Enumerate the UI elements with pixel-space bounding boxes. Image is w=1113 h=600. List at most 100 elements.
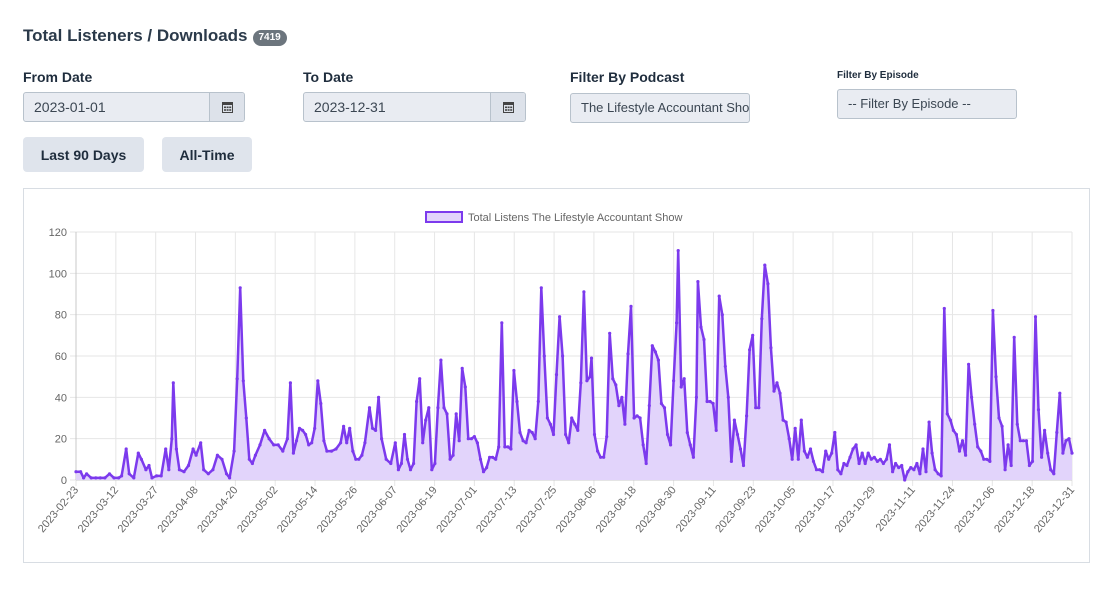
data-point <box>276 443 280 447</box>
data-point <box>561 354 565 358</box>
data-point <box>665 432 670 437</box>
data-point <box>1021 439 1025 443</box>
data-point <box>374 428 378 432</box>
data-point <box>136 451 140 455</box>
data-point <box>669 443 673 447</box>
data-point <box>82 476 86 480</box>
data-point <box>506 445 510 449</box>
data-point <box>796 457 800 461</box>
data-point <box>228 476 232 480</box>
data-point <box>927 420 931 424</box>
to-date-field[interactable]: 2023-12-31 <box>303 92 526 122</box>
data-point <box>509 447 513 451</box>
data-point <box>329 449 334 453</box>
x-tick-label: 2023-09-11 <box>674 484 719 534</box>
x-tick-label: 2023-11-11 <box>874 484 918 534</box>
data-point <box>738 447 743 451</box>
episode-filter-label: Filter By Episode <box>837 70 919 81</box>
data-point <box>845 463 849 468</box>
data-point <box>875 459 880 463</box>
data-point <box>281 449 285 453</box>
data-point <box>206 472 210 476</box>
data-point <box>620 395 624 399</box>
data-point <box>824 449 828 453</box>
data-point <box>573 422 577 426</box>
data-point <box>94 476 98 480</box>
data-point <box>415 399 419 404</box>
data-point <box>177 468 181 472</box>
data-point <box>717 294 721 298</box>
data-point <box>863 461 867 466</box>
data-point <box>288 381 292 385</box>
data-point <box>408 468 413 472</box>
data-point <box>611 377 615 381</box>
data-point <box>714 428 718 432</box>
data-point <box>933 468 937 472</box>
data-point <box>1003 468 1007 472</box>
calendar-icon[interactable] <box>490 93 525 121</box>
data-point <box>763 263 767 267</box>
podcast-filter-label: Filter By Podcast <box>570 69 685 85</box>
x-tick-label: 2023-10-29 <box>833 484 878 535</box>
y-tick-label: 100 <box>49 268 67 280</box>
data-point <box>647 404 651 408</box>
data-point <box>117 476 121 480</box>
data-point <box>912 468 916 472</box>
data-point <box>384 457 388 461</box>
data-point <box>389 461 393 466</box>
data-point <box>881 461 886 466</box>
data-point <box>211 468 215 472</box>
data-point <box>821 470 825 474</box>
from-date-value[interactable]: 2023-01-01 <box>34 99 106 115</box>
data-point <box>258 443 262 447</box>
data-point <box>827 457 831 461</box>
data-point <box>354 457 358 461</box>
data-point <box>89 476 93 480</box>
data-point <box>396 468 400 472</box>
data-point <box>1055 430 1059 435</box>
calendar-icon[interactable] <box>209 93 244 121</box>
to-date-value[interactable]: 2023-12-31 <box>314 99 386 115</box>
last-90-days-button[interactable]: Last 90 Days <box>23 137 144 172</box>
data-point <box>936 472 940 476</box>
data-point <box>144 468 148 472</box>
data-point <box>793 426 797 430</box>
podcast-select[interactable]: The Lifestyle Accountant Show <box>570 93 750 123</box>
data-point <box>799 418 803 422</box>
data-point <box>818 468 822 472</box>
data-point <box>872 455 876 459</box>
data-point <box>596 449 600 453</box>
data-point <box>964 453 968 457</box>
data-point <box>527 428 531 432</box>
data-point <box>272 443 276 447</box>
data-point <box>954 432 959 437</box>
data-point <box>884 457 889 461</box>
data-point <box>558 315 562 319</box>
data-point <box>127 472 131 476</box>
data-point <box>451 453 455 457</box>
data-point <box>1027 463 1031 468</box>
data-point <box>215 453 219 457</box>
data-point <box>304 432 308 437</box>
from-date-field[interactable]: 2023-01-01 <box>23 92 245 122</box>
data-point <box>626 352 630 356</box>
data-point <box>167 468 171 472</box>
data-point <box>960 439 965 443</box>
data-point <box>1040 455 1044 459</box>
data-point <box>614 383 618 387</box>
data-point <box>1033 315 1038 319</box>
data-point <box>539 286 543 290</box>
y-tick-label: 60 <box>55 351 67 363</box>
data-point <box>576 428 580 432</box>
episode-select[interactable]: -- Filter By Episode -- <box>837 89 1017 119</box>
data-point <box>760 317 764 321</box>
data-point <box>367 406 372 410</box>
data-point <box>659 401 664 406</box>
y-tick-label: 0 <box>61 475 67 487</box>
all-time-button[interactable]: All-Time <box>162 137 252 172</box>
data-point <box>741 463 746 468</box>
data-point <box>708 399 712 404</box>
data-point <box>334 447 338 451</box>
data-point <box>103 476 107 480</box>
data-point <box>199 441 203 445</box>
